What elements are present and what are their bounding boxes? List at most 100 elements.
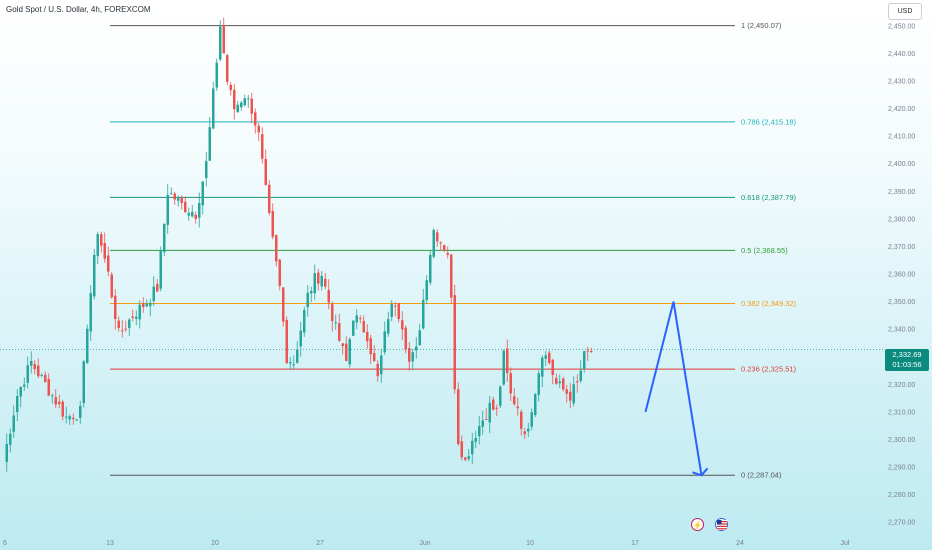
candle-body [530, 412, 533, 427]
candle-body [124, 328, 127, 330]
candle-body [47, 378, 50, 396]
candle-body [562, 378, 565, 390]
fib-level-label: 0.5 (2,368.55) [741, 246, 788, 255]
candle-body [198, 203, 201, 218]
candle-body [373, 353, 376, 362]
candle-body [5, 444, 8, 462]
candle-body [450, 254, 453, 298]
candle-body [40, 374, 43, 376]
candle-body [215, 62, 218, 88]
candle-body [418, 330, 421, 346]
projection-arrowhead [692, 467, 709, 477]
candle-body [268, 184, 271, 213]
candle-body [548, 352, 551, 364]
candle-body [226, 55, 229, 82]
x-tick-label: 24 [736, 540, 744, 547]
y-tick-label: 2,400.00 [888, 161, 915, 168]
candle-body [159, 250, 162, 289]
candle-body [404, 327, 407, 350]
candle-body [131, 316, 134, 318]
candle-body [376, 363, 379, 377]
lightning-icon[interactable]: ⚡ [691, 518, 704, 531]
candle-body [264, 159, 267, 185]
candle-body [117, 320, 120, 328]
bar-countdown: 01:03:56 [892, 360, 922, 369]
candle-body [586, 350, 589, 352]
x-tick-label: 13 [106, 540, 114, 547]
candle-body [156, 283, 159, 292]
fibonacci-retracement: 1 (2,450.07) 0.786 (2,415.18) 0.618 (2,387… [110, 21, 797, 480]
candle-body [303, 310, 306, 333]
candle-body [289, 361, 292, 364]
candle-body [254, 112, 257, 126]
candle-body [310, 291, 313, 294]
candle-body [75, 419, 78, 421]
x-tick-label: 27 [316, 540, 324, 547]
candle-body [432, 230, 435, 257]
candle-body [247, 98, 250, 100]
candle-body [173, 193, 176, 200]
y-tick-label: 2,410.00 [888, 134, 915, 141]
candle-body [383, 331, 386, 353]
candle-body [320, 275, 323, 287]
currency-button[interactable]: USD [888, 3, 922, 20]
candle-body [397, 303, 400, 319]
candle-body [208, 127, 211, 161]
candle-body [19, 386, 22, 397]
candle-body [338, 323, 341, 341]
candle-body [292, 364, 295, 366]
candle-body [352, 320, 355, 336]
candle-body [327, 290, 330, 303]
candle-body [285, 319, 288, 364]
fib-level-label: 1 (2,450.07) [741, 21, 782, 30]
candle-body [152, 286, 155, 302]
candle-body [499, 386, 502, 406]
candle-body [250, 98, 253, 114]
candle-body [177, 198, 180, 201]
projection-path [644, 301, 709, 477]
candle-body [205, 161, 208, 179]
candle-body [425, 280, 428, 301]
y-tick-label: 2,370.00 [888, 244, 915, 251]
candle-body [485, 419, 488, 421]
candle-body [534, 394, 537, 415]
candle-body [331, 304, 334, 322]
candle-body [380, 355, 383, 375]
candle-body [429, 254, 432, 283]
candle-body [471, 440, 474, 455]
candle-body [520, 411, 523, 429]
candle-body [212, 88, 215, 129]
last-price-value: 2,332.69 [892, 350, 922, 359]
candle-body [96, 234, 99, 256]
candle-body [474, 437, 477, 442]
candle-body [100, 234, 103, 246]
candle-body [394, 305, 397, 307]
candle-body [478, 425, 481, 437]
candle-body [411, 352, 414, 362]
us-flag-icon[interactable] [715, 518, 728, 531]
candle-body [481, 420, 484, 427]
candle-body [54, 397, 57, 405]
candle-body [495, 407, 498, 409]
y-tick-label: 2,350.00 [888, 299, 915, 306]
last-price-tag: 2,332.69 01:03:56 [885, 349, 929, 371]
candle-body [142, 303, 145, 308]
y-tick-label: 2,270.00 [888, 520, 915, 527]
y-tick-label: 2,280.00 [888, 492, 915, 499]
x-tick-label: 10 [526, 540, 534, 547]
projection-line [644, 301, 703, 476]
candle-body [138, 304, 141, 320]
x-tick-label: 6 [3, 540, 7, 547]
candle-body [313, 273, 316, 294]
y-tick-label: 2,390.00 [888, 189, 915, 196]
candle-body [191, 211, 194, 217]
fib-level-label: 0 (2,287.04) [741, 471, 782, 480]
candle-body [261, 134, 264, 159]
candle-body [453, 295, 456, 390]
candle-body [513, 396, 516, 405]
y-tick-label: 2,420.00 [888, 106, 915, 113]
candle-body [37, 365, 40, 377]
candle-body [359, 318, 362, 320]
